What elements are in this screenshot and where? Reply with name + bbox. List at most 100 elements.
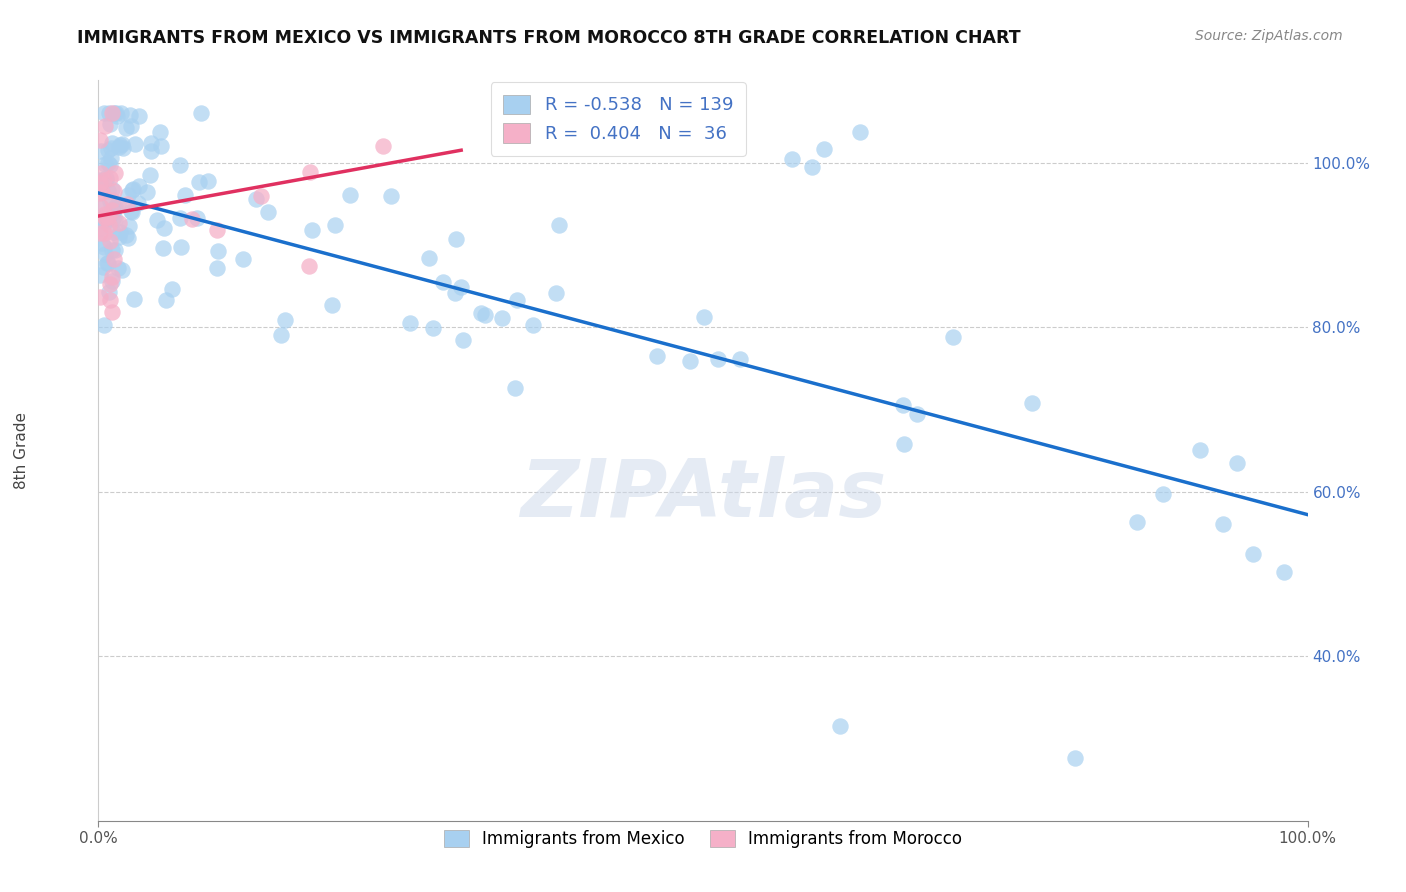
- Point: [89, 174, 111, 188]
- Point: [89, 220, 111, 235]
- Point: [707, 351, 730, 366]
- Point: [181, 212, 204, 227]
- Point: [89, 290, 111, 304]
- Point: [98, 194, 121, 209]
- Point: [450, 280, 472, 294]
- Point: [98, 158, 121, 172]
- Point: [101, 274, 124, 288]
- Point: [122, 292, 145, 306]
- Point: [103, 212, 125, 227]
- Point: [155, 293, 177, 308]
- Point: [103, 202, 125, 216]
- Point: [93, 226, 115, 240]
- Point: [89, 268, 111, 282]
- Point: [848, 125, 870, 139]
- Point: [112, 141, 135, 155]
- Point: [93, 207, 115, 221]
- Point: [89, 226, 111, 240]
- Point: [98, 234, 121, 248]
- Point: [470, 306, 492, 320]
- Point: [107, 229, 129, 244]
- Point: [506, 293, 529, 307]
- Point: [98, 117, 121, 131]
- Point: [891, 398, 914, 412]
- Point: [101, 225, 124, 239]
- Point: [115, 227, 138, 242]
- Point: [256, 205, 278, 219]
- Point: [186, 211, 208, 226]
- Point: [128, 109, 150, 123]
- Point: [94, 211, 117, 225]
- Point: [121, 183, 143, 197]
- Y-axis label: 8th Grade: 8th Grade: [14, 412, 30, 489]
- Point: [474, 309, 496, 323]
- Point: [97, 218, 120, 232]
- Point: [301, 223, 323, 237]
- Point: [245, 192, 267, 206]
- Point: [139, 145, 162, 159]
- Point: [197, 174, 219, 188]
- Point: [98, 170, 121, 185]
- Text: Source: ZipAtlas.com: Source: ZipAtlas.com: [1195, 29, 1343, 43]
- Point: [96, 256, 118, 270]
- Point: [780, 152, 803, 166]
- Point: [160, 282, 183, 296]
- Point: [108, 216, 131, 230]
- Point: [728, 351, 751, 366]
- Point: [94, 247, 117, 261]
- Point: [905, 407, 928, 421]
- Point: [250, 189, 273, 203]
- Point: [139, 169, 162, 183]
- Point: [321, 298, 343, 312]
- Point: [89, 199, 111, 213]
- Point: [169, 158, 191, 172]
- Point: [451, 334, 474, 348]
- Point: [115, 121, 138, 136]
- Point: [117, 231, 139, 245]
- Point: [89, 176, 111, 190]
- Point: [94, 119, 117, 133]
- Point: [323, 218, 346, 232]
- Point: [149, 139, 172, 153]
- Point: [1241, 547, 1264, 561]
- Point: [90, 200, 112, 214]
- Point: [111, 137, 134, 152]
- Point: [152, 241, 174, 255]
- Point: [110, 225, 132, 239]
- Point: [422, 320, 444, 334]
- Point: [94, 156, 117, 170]
- Point: [90, 235, 112, 250]
- Point: [89, 173, 111, 187]
- Point: [127, 196, 149, 211]
- Point: [101, 305, 124, 319]
- Point: [100, 152, 122, 166]
- Point: [100, 106, 122, 120]
- Point: [93, 240, 115, 254]
- Point: [107, 139, 129, 153]
- Point: [93, 318, 115, 333]
- Point: [232, 252, 254, 267]
- Point: [339, 188, 361, 202]
- Point: [169, 211, 191, 226]
- Point: [89, 186, 111, 201]
- Point: [828, 719, 851, 733]
- Point: [89, 133, 111, 147]
- Point: [1064, 750, 1087, 764]
- Point: [94, 210, 117, 224]
- Point: [97, 210, 120, 224]
- Point: [90, 166, 112, 180]
- Point: [205, 223, 228, 237]
- Point: [97, 156, 120, 170]
- Point: [96, 173, 118, 187]
- Point: [544, 285, 567, 300]
- Point: [522, 318, 544, 332]
- Point: [152, 221, 174, 235]
- Point: [174, 187, 197, 202]
- Point: [942, 330, 965, 344]
- Point: [100, 141, 122, 155]
- Point: [380, 189, 402, 203]
- Point: [190, 106, 212, 120]
- Point: [645, 350, 668, 364]
- Point: [187, 175, 209, 189]
- Point: [1226, 456, 1249, 470]
